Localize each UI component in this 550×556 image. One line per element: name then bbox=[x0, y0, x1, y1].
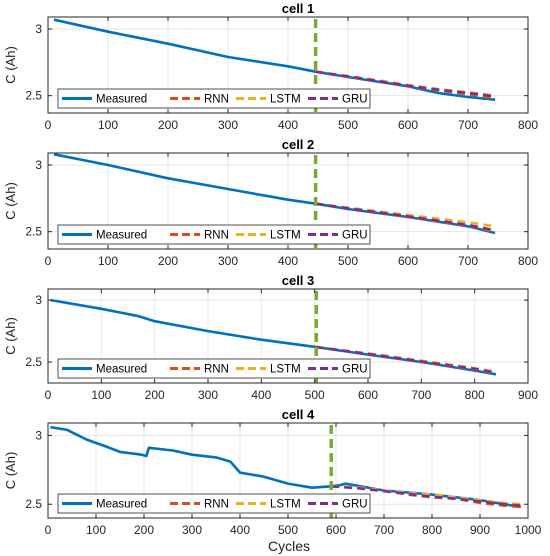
panel-cell-1: 0 100 200 300 400 500 600 700 800 2.5 3 cell 1 C (Ah… bbox=[3, 1, 538, 132]
x-tick-label: 200 bbox=[158, 118, 178, 132]
legend-label-rnn: RNN bbox=[204, 94, 229, 106]
legend-label-measured: Measured bbox=[96, 230, 147, 242]
y-axis-label: C (Ah) bbox=[3, 452, 18, 490]
x-tick-label: 300 bbox=[198, 388, 218, 402]
series-line-gru bbox=[315, 202, 496, 232]
legend-label-rnn: RNN bbox=[204, 499, 229, 511]
x-tick-label: 500 bbox=[278, 523, 298, 537]
x-tick-label: 600 bbox=[358, 388, 378, 402]
legend-label-measured: Measured bbox=[96, 499, 147, 511]
series-line-measured bbox=[50, 425, 522, 509]
y-axis-label: C (Ah) bbox=[3, 46, 18, 84]
x-tick-label: 0 bbox=[45, 118, 52, 132]
panel-cell-2: 0 100 200 300 400 500 600 700 800 2.5 3 cell 2 C (Ah… bbox=[3, 137, 538, 268]
x-tick-label: 400 bbox=[251, 388, 271, 402]
series-group bbox=[53, 153, 496, 235]
x-tick-label: 200 bbox=[145, 388, 165, 402]
x-tick-label: 100 bbox=[98, 254, 118, 268]
panel-cell-3: 0 100 200 300 400 500 600 700 800 900 2.5 3 cell 3 C … bbox=[3, 273, 538, 402]
x-tick-label: 400 bbox=[278, 254, 298, 268]
chart-title: cell 2 bbox=[282, 137, 315, 152]
series-group bbox=[50, 298, 497, 376]
series-group bbox=[50, 425, 522, 509]
x-tick-label: 0 bbox=[45, 388, 52, 402]
x-tick-label: 600 bbox=[326, 523, 346, 537]
legend: Measured RNN LSTM GRU bbox=[57, 358, 371, 379]
x-tick-label: 600 bbox=[398, 118, 418, 132]
x-tick-label: 100 bbox=[91, 388, 111, 402]
chart-title: cell 1 bbox=[282, 1, 315, 16]
panel-cell-4: 0 100 200 300 400 500 600 700 800 900 1000 2.5 3 cell… bbox=[3, 407, 542, 537]
x-tick-label: 200 bbox=[134, 523, 154, 537]
x-tick-label: 200 bbox=[158, 254, 178, 268]
legend-label-gru: GRU bbox=[342, 364, 368, 376]
x-tick-label: 500 bbox=[338, 118, 358, 132]
x-tick-label: 700 bbox=[374, 523, 394, 537]
y-tick-label: 2.5 bbox=[25, 89, 42, 103]
series-group bbox=[53, 18, 496, 101]
legend-label-gru: GRU bbox=[342, 94, 368, 106]
legend-box bbox=[57, 358, 371, 379]
x-tick-label: 500 bbox=[338, 254, 358, 268]
x-tick-label: 800 bbox=[465, 388, 485, 402]
x-tick-label: 100 bbox=[98, 118, 118, 132]
legend-label-lstm: LSTM bbox=[270, 230, 301, 242]
legend-label-gru: GRU bbox=[342, 499, 368, 511]
y-tick-label: 2.5 bbox=[25, 355, 42, 369]
x-tick-label: 400 bbox=[278, 118, 298, 132]
x-tick-label: 900 bbox=[518, 388, 538, 402]
y-tick-label: 3 bbox=[35, 428, 42, 442]
legend-label-measured: Measured bbox=[96, 364, 147, 376]
legend-label-gru: GRU bbox=[342, 230, 368, 242]
x-tick-label: 300 bbox=[218, 254, 238, 268]
legend-box bbox=[57, 493, 371, 514]
y-tick-label: 3 bbox=[35, 158, 42, 172]
x-tick-label: 100 bbox=[86, 523, 106, 537]
y-tick-label: 2.5 bbox=[25, 497, 42, 511]
legend: Measured RNN LSTM GRU bbox=[57, 224, 371, 245]
axes-box bbox=[47, 288, 529, 384]
y-axis-label: C (Ah) bbox=[3, 317, 18, 355]
legend-label-lstm: LSTM bbox=[270, 94, 301, 106]
series-line-gru bbox=[315, 70, 496, 98]
legend-label-rnn: RNN bbox=[204, 364, 229, 376]
legend-label-lstm: LSTM bbox=[270, 364, 301, 376]
chart-title: cell 3 bbox=[282, 273, 315, 288]
x-tick-label: 700 bbox=[458, 254, 478, 268]
legend-label-lstm: LSTM bbox=[270, 499, 301, 511]
x-tick-label: 1000 bbox=[515, 523, 542, 537]
chart-title: cell 4 bbox=[282, 407, 315, 422]
legend: Measured RNN LSTM GRU bbox=[57, 88, 371, 109]
x-tick-label: 500 bbox=[305, 388, 325, 402]
x-tick-label: 0 bbox=[45, 523, 52, 537]
x-tick-label: 700 bbox=[458, 118, 478, 132]
legend-label-rnn: RNN bbox=[204, 230, 229, 242]
x-tick-label: 800 bbox=[422, 523, 442, 537]
y-tick-label: 2.5 bbox=[25, 225, 42, 239]
legend-box bbox=[57, 88, 371, 109]
legend-box bbox=[57, 224, 371, 245]
x-tick-label: 300 bbox=[182, 523, 202, 537]
x-tick-label: 800 bbox=[518, 254, 538, 268]
y-tick-label: 3 bbox=[35, 293, 42, 307]
x-axis-label: Cycles bbox=[268, 538, 310, 554]
y-tick-label: 3 bbox=[35, 22, 42, 36]
series-line-gru bbox=[316, 345, 497, 374]
x-tick-label: 300 bbox=[218, 118, 238, 132]
y-axis-label: C (Ah) bbox=[3, 182, 18, 220]
legend: Measured RNN LSTM GRU bbox=[57, 493, 371, 514]
x-tick-label: 700 bbox=[411, 388, 431, 402]
x-tick-label: 600 bbox=[398, 254, 418, 268]
x-tick-label: 0 bbox=[45, 254, 52, 268]
x-tick-label: 900 bbox=[470, 523, 490, 537]
legend-label-measured: Measured bbox=[96, 94, 147, 106]
x-tick-label: 800 bbox=[518, 118, 538, 132]
x-tick-label: 400 bbox=[230, 523, 250, 537]
